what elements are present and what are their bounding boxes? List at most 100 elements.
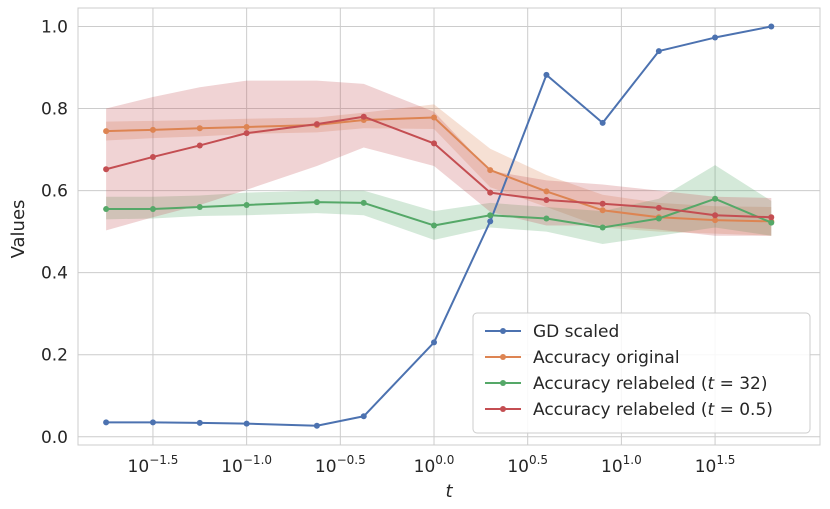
data-point bbox=[243, 130, 250, 137]
data-point bbox=[487, 218, 494, 225]
data-point bbox=[599, 119, 606, 126]
legend-label: Accuracy original bbox=[533, 348, 680, 368]
data-point bbox=[313, 121, 320, 128]
data-point bbox=[196, 204, 203, 211]
data-point bbox=[360, 199, 367, 206]
x-axis-label: t bbox=[445, 481, 453, 502]
x-tick-exponent: −1.0 bbox=[243, 453, 272, 467]
x-tick-exponent: 0.0 bbox=[435, 453, 454, 467]
data-point bbox=[655, 215, 662, 222]
data-point bbox=[103, 128, 110, 135]
legend: GD scaled Accuracy original Accuracy relab… bbox=[472, 312, 811, 434]
data-point bbox=[243, 123, 250, 130]
data-point bbox=[712, 217, 719, 224]
data-point bbox=[768, 219, 775, 226]
data-point bbox=[313, 422, 320, 429]
legend-label-text: Accuracy relabeled ( bbox=[533, 374, 708, 394]
series-0 bbox=[103, 23, 775, 429]
data-point bbox=[543, 197, 550, 204]
data-point bbox=[712, 195, 719, 202]
x-tick-label: 100.0 bbox=[414, 453, 455, 477]
data-point bbox=[655, 48, 662, 55]
x-tick-label: 101.5 bbox=[695, 453, 736, 477]
legend-label-text: GD scaled bbox=[533, 322, 619, 342]
data-point bbox=[599, 207, 606, 214]
data-point bbox=[243, 420, 250, 427]
y-tick-label: 0.2 bbox=[41, 346, 68, 366]
x-tick-exponent: 1.0 bbox=[623, 453, 642, 467]
x-tick-base: 10 bbox=[695, 457, 717, 477]
x-tick-base: 10 bbox=[315, 457, 337, 477]
data-point bbox=[313, 199, 320, 206]
legend-label: Accuracy relabeled (t = 0.5) bbox=[533, 400, 773, 420]
data-point bbox=[768, 214, 775, 221]
data-point bbox=[103, 419, 110, 426]
data-point bbox=[431, 339, 438, 346]
x-tick-exponent: 1.5 bbox=[716, 453, 735, 467]
legend-marker bbox=[500, 328, 506, 334]
x-tick-label: 10−0.5 bbox=[315, 453, 366, 477]
y-axis-label: Values bbox=[8, 200, 29, 259]
series-3 bbox=[103, 113, 775, 221]
legend-label-math: t bbox=[708, 374, 716, 394]
data-point bbox=[149, 126, 156, 133]
data-point bbox=[149, 206, 156, 213]
y-tick-label: 0.8 bbox=[41, 100, 68, 120]
x-tick-label: 10−1.5 bbox=[128, 453, 179, 477]
legend-label-suffix: = 0.5) bbox=[714, 400, 773, 420]
data-point bbox=[599, 224, 606, 231]
data-point bbox=[768, 23, 775, 30]
series-2 bbox=[103, 195, 775, 231]
legend-label: GD scaled bbox=[533, 322, 619, 342]
data-point bbox=[431, 222, 438, 229]
data-point bbox=[712, 34, 719, 41]
data-point bbox=[243, 201, 250, 208]
legend-label-math: t bbox=[708, 400, 716, 420]
y-tick-label: 1.0 bbox=[41, 17, 68, 37]
y-tick-label: 0.0 bbox=[41, 428, 68, 448]
y-tick-label: 0.4 bbox=[41, 264, 68, 284]
x-tick-label: 100.5 bbox=[507, 453, 548, 477]
x-tick-base: 10 bbox=[507, 457, 529, 477]
data-point bbox=[487, 167, 494, 174]
data-point bbox=[360, 113, 367, 120]
plot-frame bbox=[77, 7, 821, 446]
legend-label-text: Accuracy original bbox=[533, 348, 680, 368]
data-point bbox=[543, 188, 550, 195]
x-tick-base: 10 bbox=[221, 457, 243, 477]
x-tick-base: 10 bbox=[414, 457, 436, 477]
data-point bbox=[655, 204, 662, 211]
legend-label-suffix: = 32) bbox=[714, 374, 767, 394]
data-point bbox=[196, 419, 203, 426]
data-point bbox=[431, 114, 438, 121]
data-point bbox=[196, 125, 203, 132]
legend-item: Accuracy relabeled (t = 0.5) bbox=[485, 400, 773, 420]
x-tick-label: 101.0 bbox=[601, 453, 642, 477]
data-point bbox=[431, 140, 438, 147]
x-tick-exponent: −0.5 bbox=[337, 453, 366, 467]
data-point bbox=[487, 189, 494, 196]
legend-marker bbox=[500, 380, 506, 386]
legend-label: Accuracy relabeled (t = 32) bbox=[533, 374, 768, 394]
data-point bbox=[543, 215, 550, 222]
error-band-series-2 bbox=[106, 165, 772, 244]
legend-label-text: Accuracy relabeled ( bbox=[533, 400, 708, 420]
y-tick-labels: 0.0 0.2 0.4 0.6 0.8 1.0 bbox=[41, 17, 68, 447]
data-point bbox=[360, 413, 367, 420]
x-tick-labels: 10−1.5 10−1.0 10−0.5 100.0 100.5 101.0 101.5 bbox=[128, 453, 736, 477]
legend-marker bbox=[500, 354, 506, 360]
series-lines bbox=[103, 23, 775, 429]
x-tick-exponent: 0.5 bbox=[529, 453, 548, 467]
data-point bbox=[103, 166, 110, 173]
legend-item: Accuracy original bbox=[485, 348, 680, 368]
legend-item: Accuracy relabeled (t = 32) bbox=[485, 374, 768, 394]
data-point bbox=[196, 142, 203, 149]
data-point bbox=[103, 206, 110, 213]
legend-item: GD scaled bbox=[485, 322, 619, 342]
x-tick-base: 10 bbox=[128, 457, 150, 477]
data-point bbox=[487, 212, 494, 219]
data-point bbox=[712, 212, 719, 219]
x-tick-label: 10−1.0 bbox=[221, 453, 272, 477]
x-tick-base: 10 bbox=[601, 457, 623, 477]
